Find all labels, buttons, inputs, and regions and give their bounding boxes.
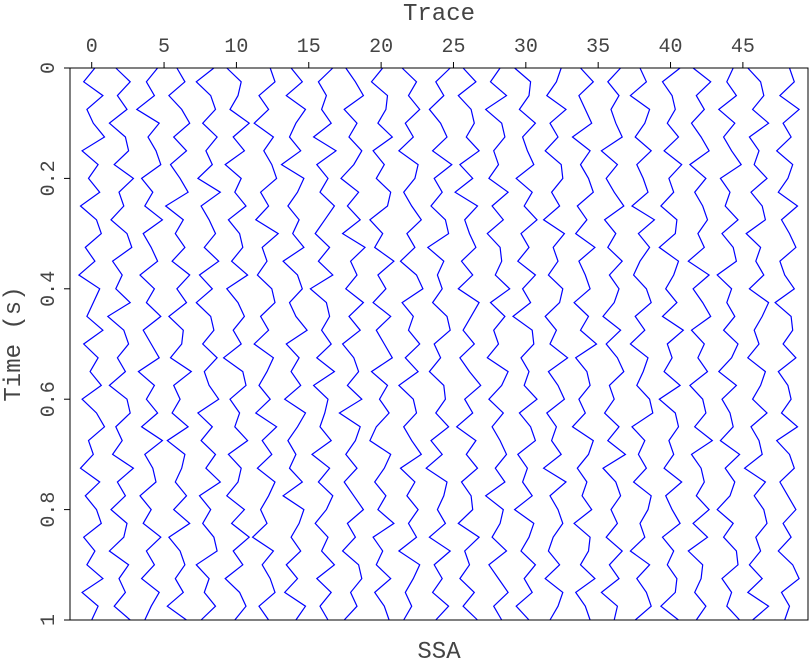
x-tick-label: 5 <box>158 36 170 59</box>
y-tick-label: 0.2 <box>38 160 61 196</box>
trace <box>77 67 106 621</box>
x-tick-label: 45 <box>731 36 755 59</box>
trace <box>512 67 538 621</box>
y-tick-label: 0.8 <box>38 492 61 528</box>
trace <box>571 67 598 621</box>
trace <box>397 67 424 621</box>
trace <box>774 67 801 621</box>
x-tick-label: 20 <box>369 36 393 59</box>
x-tick-label: 30 <box>514 36 538 59</box>
y-axis-label: Time (s) <box>1 286 28 401</box>
y-tick-label: 1 <box>38 614 61 626</box>
trace <box>309 67 338 621</box>
trace <box>629 67 656 621</box>
trace <box>106 67 135 621</box>
trace <box>542 67 569 621</box>
x-tick-label: 0 <box>86 36 98 59</box>
trace <box>687 67 714 621</box>
x-axis-label: Trace <box>403 1 475 28</box>
y-tick-label: 0.6 <box>38 381 61 417</box>
trace <box>454 67 482 621</box>
trace <box>600 67 627 621</box>
trace <box>743 67 770 621</box>
trace <box>164 67 193 621</box>
trace <box>251 67 280 621</box>
plot-frame <box>69 67 809 621</box>
x-tick-label: 15 <box>297 36 321 59</box>
trace <box>195 67 222 621</box>
trace <box>135 67 164 621</box>
x-tick-label: 40 <box>659 36 683 59</box>
trace <box>222 67 251 621</box>
x-tick-label: 25 <box>441 36 465 59</box>
trace <box>280 67 308 621</box>
trace <box>425 67 453 621</box>
y-tick-label: 0.4 <box>38 271 61 307</box>
trace <box>658 67 685 621</box>
trace <box>716 67 743 621</box>
x-tick-label: 35 <box>586 36 610 59</box>
chart-title: SSA <box>417 639 461 660</box>
x-tick-label: 10 <box>224 36 248 59</box>
y-tick-label: 0 <box>38 62 61 74</box>
trace <box>484 67 511 621</box>
trace <box>369 67 395 621</box>
trace <box>338 67 366 621</box>
